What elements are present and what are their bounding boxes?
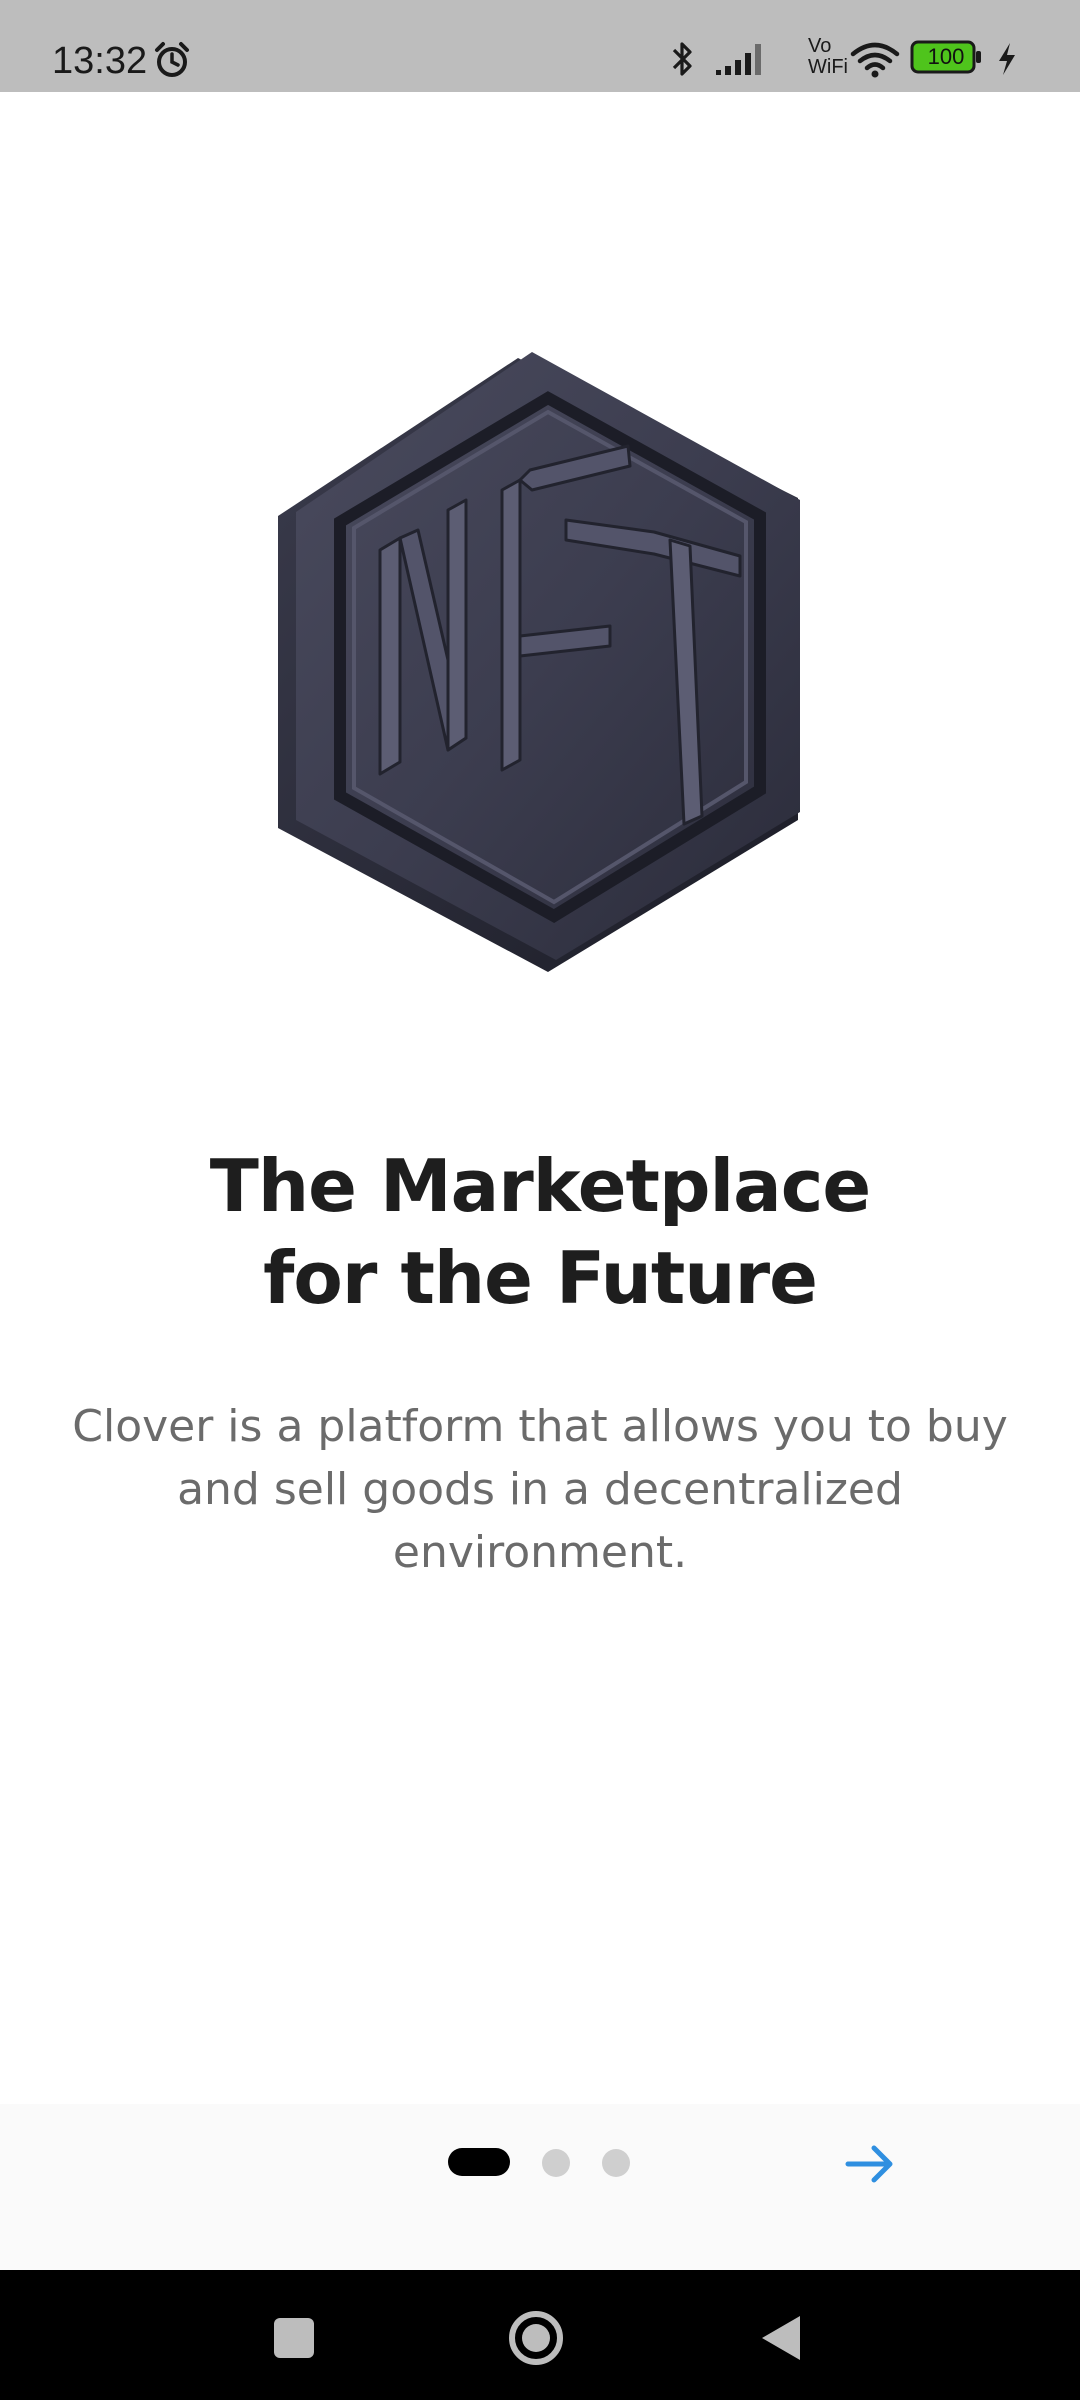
page-indicator-active[interactable]	[448, 2148, 510, 2176]
page-description: Clover is a platform that allows you to …	[72, 1401, 1008, 1578]
signal-icon	[716, 44, 761, 75]
wifi-icon	[850, 42, 900, 78]
page-indicator-dot-2[interactable]	[542, 2149, 570, 2177]
alarm-icon	[155, 42, 189, 77]
nft-letters	[378, 444, 742, 826]
status-icons: Vo WiFi 100	[670, 36, 1030, 82]
nft-hexagon-logo	[278, 352, 800, 972]
back-icon[interactable]	[752, 2308, 812, 2368]
arrow-right-icon[interactable]	[842, 2136, 898, 2192]
status-time: 13:32	[52, 40, 148, 82]
battery-level: 100	[927, 44, 965, 69]
page-indicator-dot-3[interactable]	[602, 2149, 630, 2177]
onboarding-controls	[0, 2104, 1080, 2270]
recents-icon[interactable]	[264, 2308, 324, 2368]
home-icon[interactable]	[506, 2308, 566, 2368]
charging-icon	[999, 43, 1015, 75]
battery-icon	[910, 40, 981, 74]
vowifi-label: Vo WiFi	[808, 35, 848, 78]
page-title: The Marketplace for the Future	[209, 1144, 872, 1320]
system-nav-bar	[0, 2270, 1080, 2400]
status-bar: 13:32 Vo WiFi 100	[0, 0, 1080, 92]
bluetooth-icon	[672, 42, 692, 76]
